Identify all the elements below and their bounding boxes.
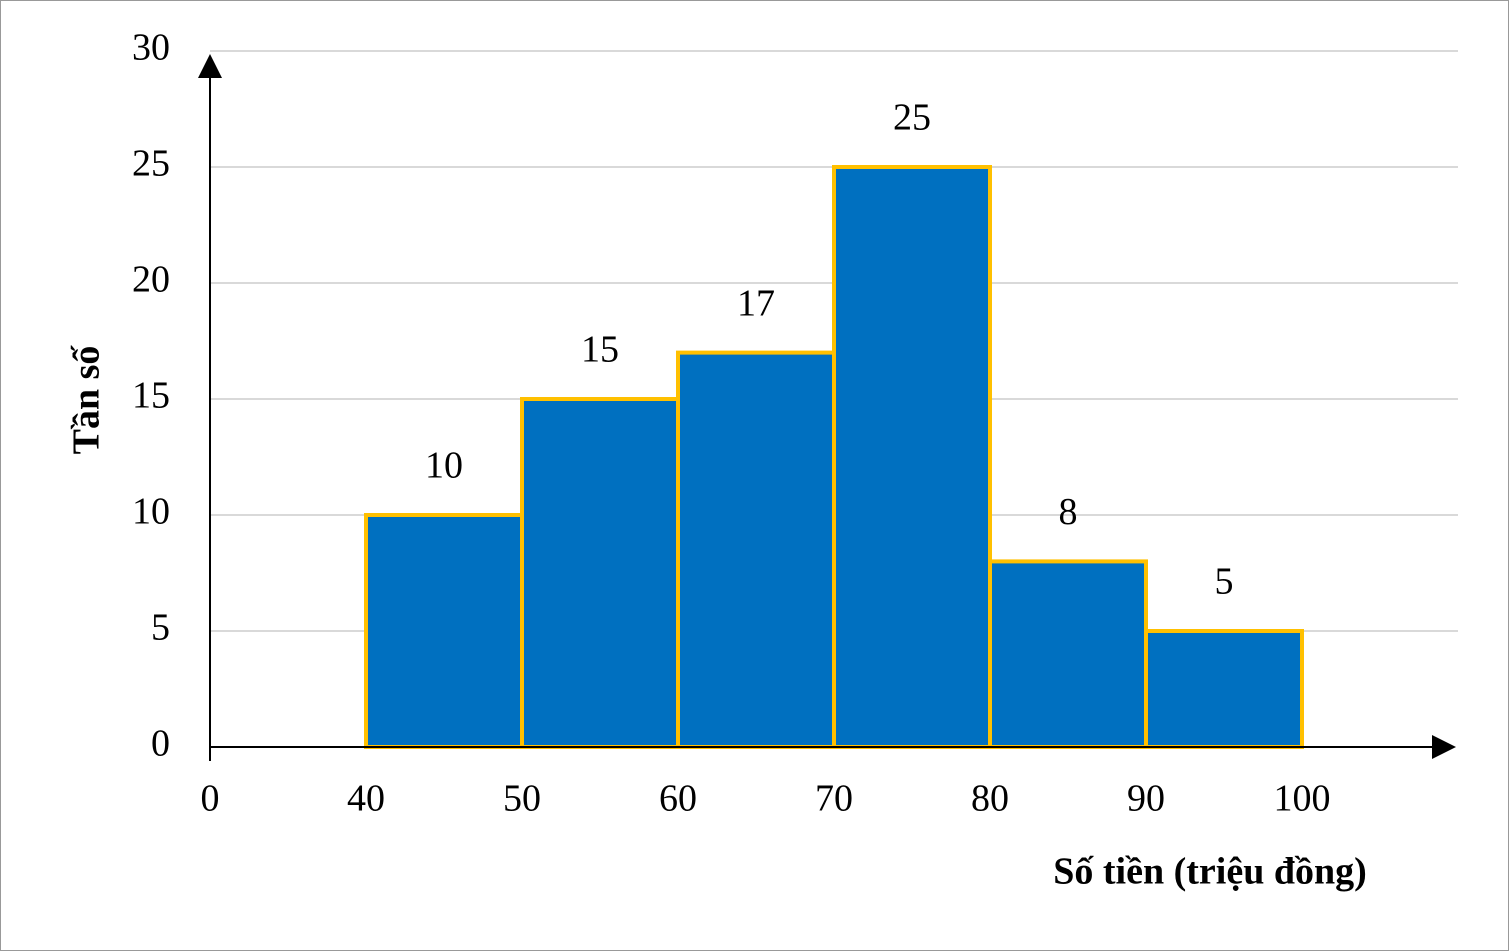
bar — [520, 397, 680, 749]
data-label: 17 — [737, 282, 775, 324]
bar — [988, 559, 1148, 750]
y-tick-label: 0 — [151, 723, 170, 765]
y-tick-label: 10 — [132, 491, 170, 533]
y-axis-label: Tần số — [66, 345, 108, 455]
data-label: 5 — [1215, 561, 1234, 603]
y-tick-label: 15 — [132, 375, 170, 417]
y-tick-label: 25 — [132, 143, 170, 185]
data-label: 10 — [425, 445, 463, 487]
x-axis-label: Số tiền (triệu đồng) — [1053, 851, 1367, 893]
x-tick-label: 70 — [815, 778, 853, 820]
y-tick-label: 5 — [151, 607, 170, 649]
x-tick-label: 90 — [1127, 778, 1165, 820]
x-axis-arrow — [1432, 735, 1456, 759]
bar — [364, 513, 524, 749]
data-label: 15 — [581, 329, 619, 371]
y-tick-label: 20 — [132, 259, 170, 301]
y-tick-label: 30 — [132, 27, 170, 69]
x-tick-label: 60 — [659, 778, 697, 820]
y-axis-arrow — [198, 54, 222, 78]
bar — [832, 165, 992, 749]
x-tick-label: 50 — [503, 778, 541, 820]
bar — [1144, 629, 1304, 749]
x-tick-label: 40 — [347, 778, 385, 820]
x-tick-label: 100 — [1274, 778, 1331, 820]
x-tick-label: 80 — [971, 778, 1009, 820]
bar — [676, 350, 836, 749]
data-label: 25 — [893, 97, 931, 139]
x-tick-label: 0 — [201, 778, 220, 820]
data-label: 8 — [1059, 491, 1078, 533]
